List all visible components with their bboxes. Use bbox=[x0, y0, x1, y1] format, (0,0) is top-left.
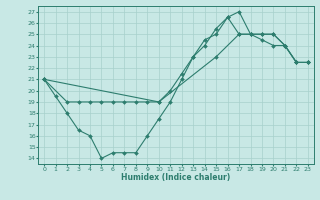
X-axis label: Humidex (Indice chaleur): Humidex (Indice chaleur) bbox=[121, 173, 231, 182]
